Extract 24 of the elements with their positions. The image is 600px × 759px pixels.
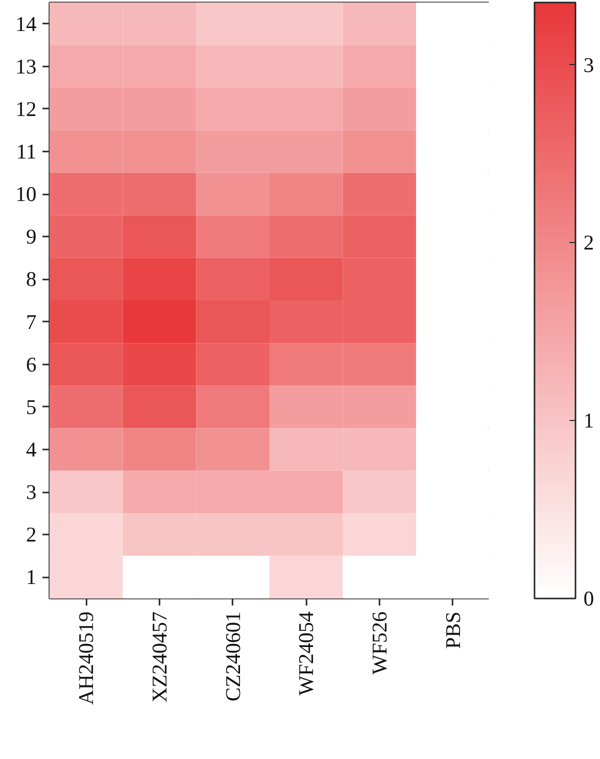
- y-tick-label: 14: [16, 12, 37, 36]
- color-bar-label: 0: [584, 586, 594, 610]
- y-tick-label: 2: [26, 522, 36, 547]
- y-tick-label: 10: [16, 182, 36, 206]
- y-tick-label: 11: [16, 140, 37, 164]
- y-tick-label: 6: [26, 352, 36, 376]
- y-tick-label: 3: [26, 480, 36, 504]
- y-tick-label: 9: [26, 224, 36, 249]
- y-tick-label: 8: [26, 267, 36, 292]
- x-tick-label: WF526: [368, 612, 392, 674]
- color-bar-label: 1: [584, 408, 594, 433]
- x-tick-label: AH240519: [74, 611, 98, 705]
- y-tick-label: 12: [16, 96, 36, 121]
- x-tick-label: CZ240601: [220, 611, 245, 702]
- y-tick-label: 7: [26, 310, 36, 334]
- color-bar-label: 3: [584, 52, 594, 77]
- x-tick-label: WF24054: [294, 611, 318, 696]
- y-tick-label: 13: [16, 54, 36, 78]
- color-bar-label: 2: [584, 230, 594, 255]
- y-tick-label: 4: [26, 438, 37, 462]
- x-tick-label: PBS: [440, 611, 465, 649]
- y-tick-label: 5: [26, 394, 36, 419]
- x-tick-label: XZ240457: [148, 611, 172, 702]
- y-tick-label: 1: [26, 565, 36, 590]
